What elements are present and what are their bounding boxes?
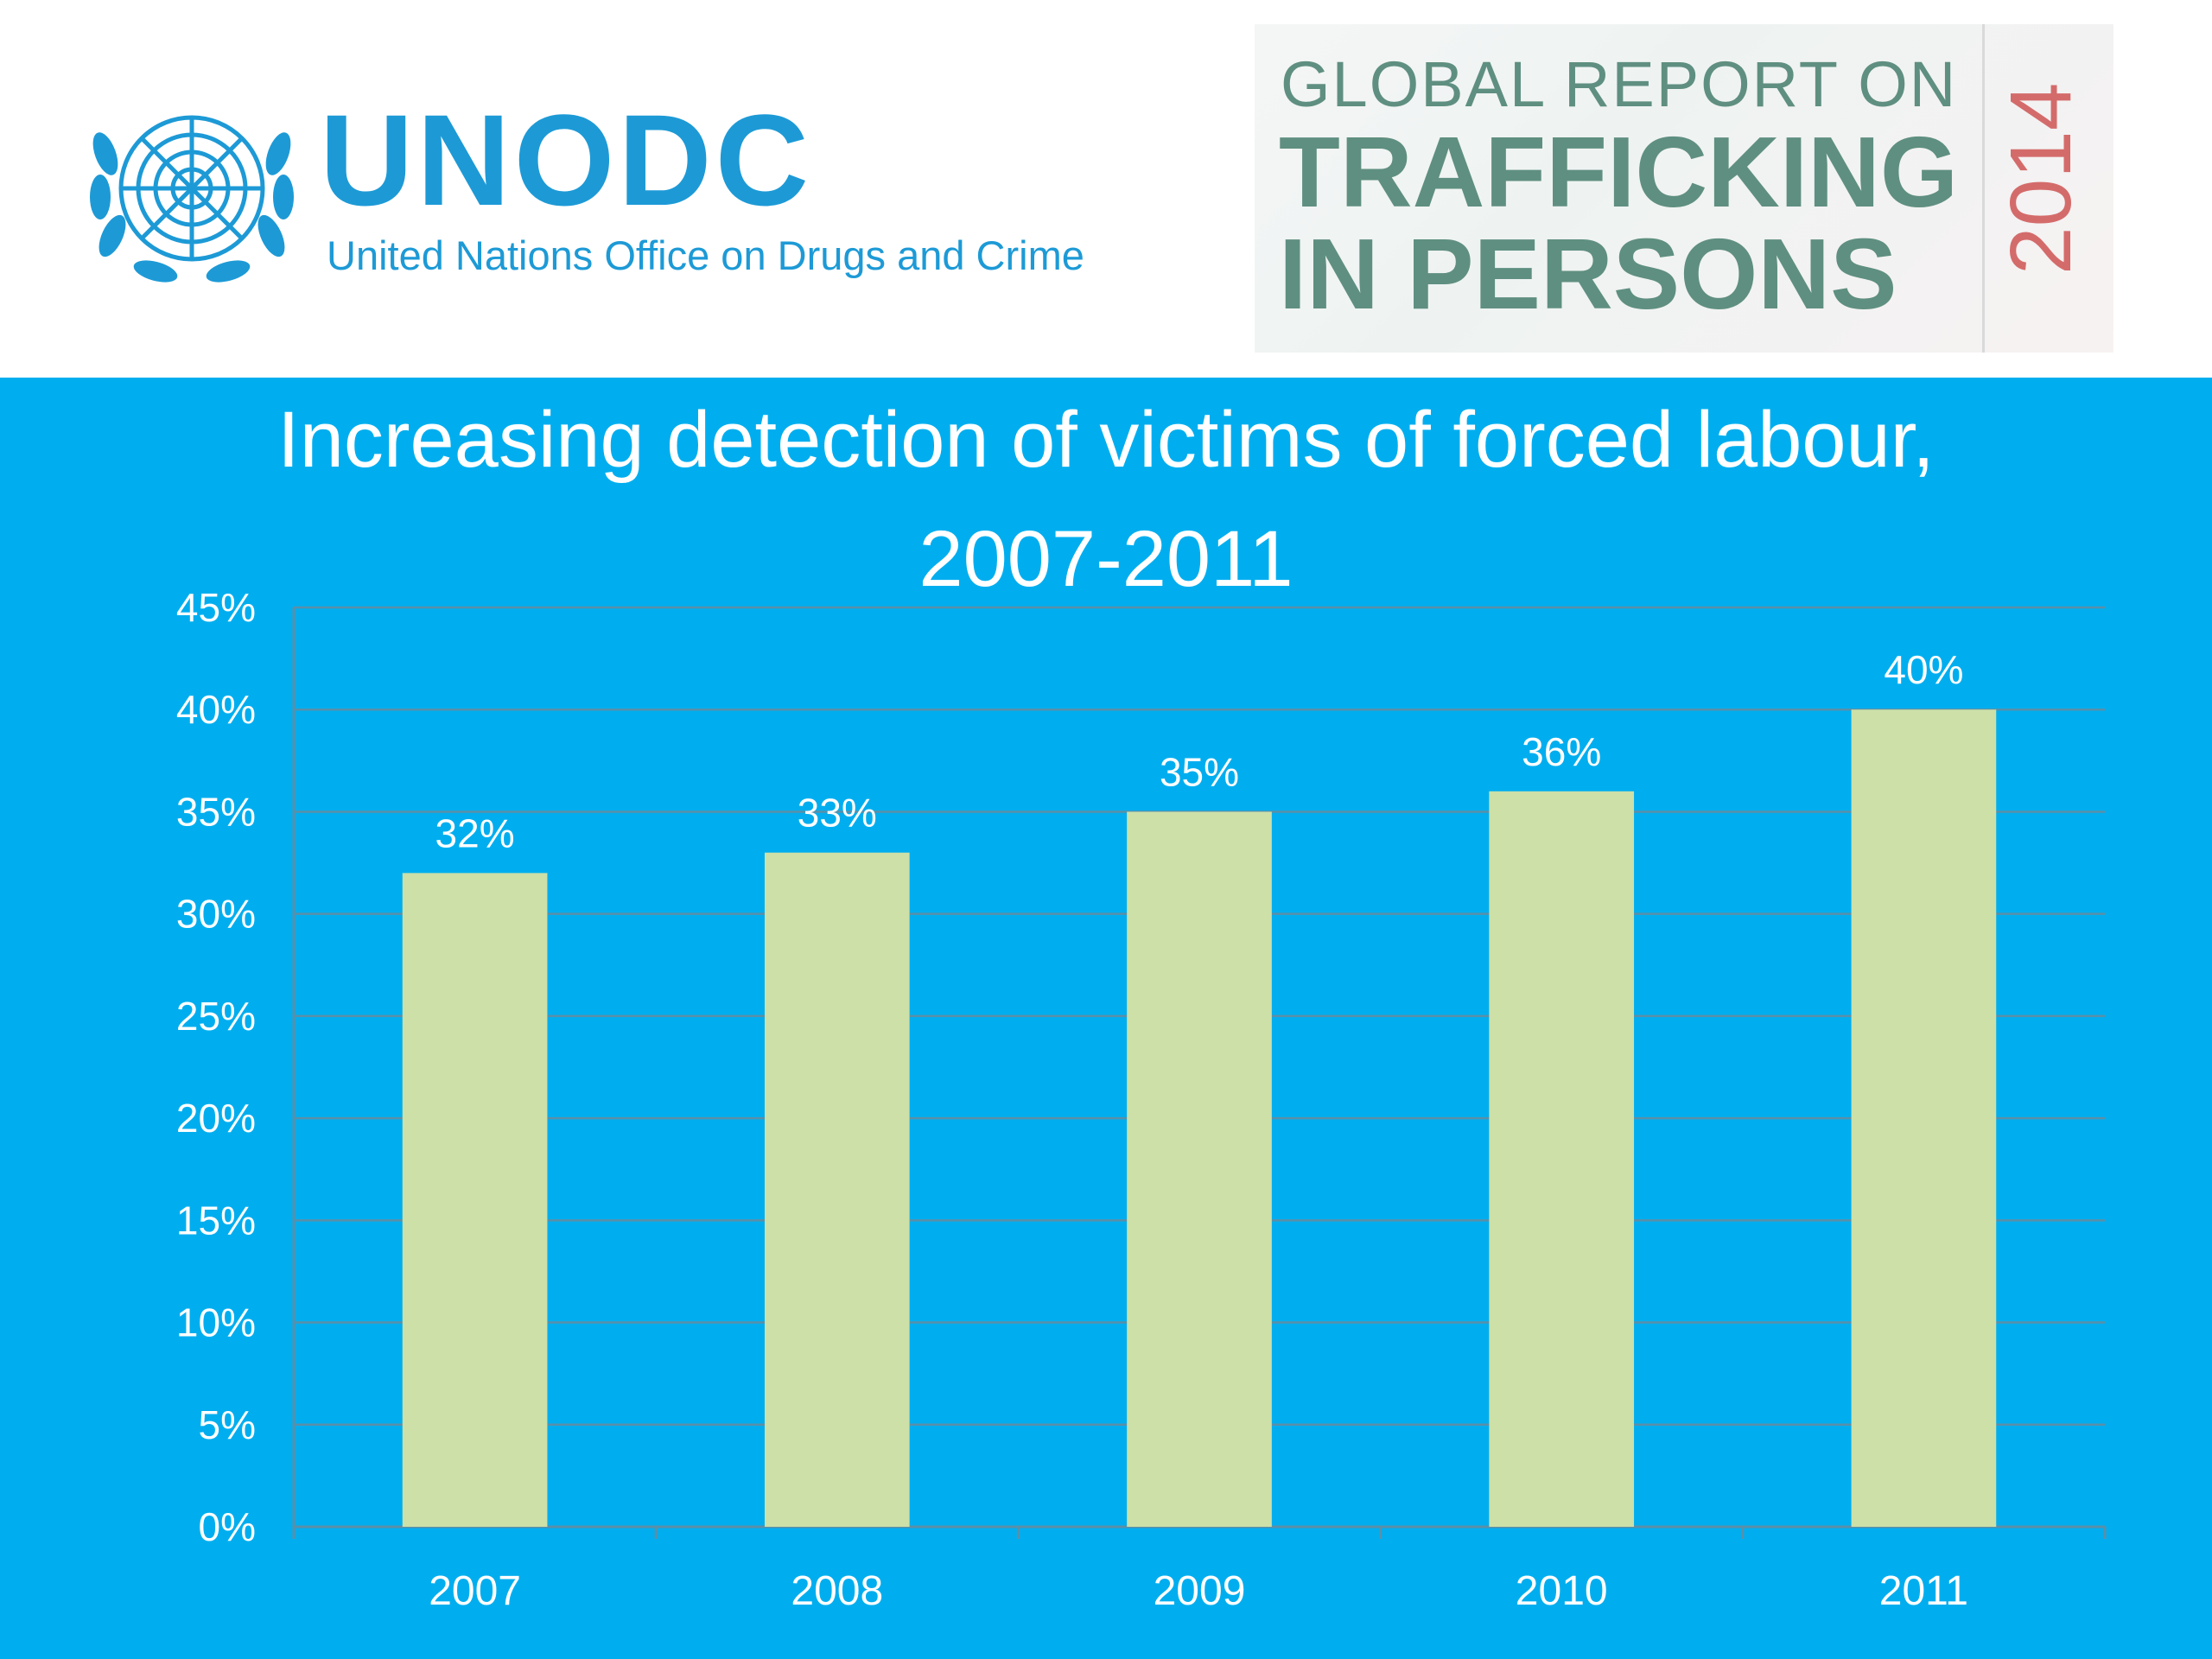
y-tick-label: 40% xyxy=(176,687,256,732)
org-acronym: UNODC xyxy=(320,87,812,232)
y-tick-label: 25% xyxy=(176,994,256,1039)
bar xyxy=(1127,811,1272,1527)
y-tick-label: 30% xyxy=(176,892,256,937)
y-tick-label: 5% xyxy=(199,1402,256,1447)
y-tick-label: 35% xyxy=(176,789,256,834)
org-fullname: United Nations Office on Drugs and Crime xyxy=(327,232,1084,278)
y-tick-label: 20% xyxy=(176,1096,256,1141)
unodc-logo: UNODC United Nations Office on Drugs and… xyxy=(86,95,1123,294)
data-label: 33% xyxy=(798,791,877,836)
bar xyxy=(1851,709,1997,1527)
y-tick-label: 0% xyxy=(199,1504,256,1549)
data-label: 36% xyxy=(1522,729,1601,774)
x-tick-label: 2009 xyxy=(1154,1568,1246,1614)
report-divider xyxy=(1982,24,1985,353)
chart-title-line1: Increasing detection of victims of force… xyxy=(277,396,1935,484)
y-tick-label: 15% xyxy=(176,1198,256,1243)
x-tick-label: 2007 xyxy=(429,1568,521,1614)
data-label: 32% xyxy=(435,810,515,855)
report-title-line2: TRAFFICKING xyxy=(1279,116,1959,228)
report-title-line3: IN PERSONS xyxy=(1279,218,1897,330)
bar xyxy=(1489,791,1635,1527)
x-tick-label: 2010 xyxy=(1516,1568,1608,1614)
x-tick-label: 2011 xyxy=(1879,1568,1968,1614)
bar xyxy=(764,852,910,1527)
chart-title: Increasing detection of victims of force… xyxy=(0,380,2212,619)
un-emblem-icon xyxy=(90,115,294,283)
x-tick-label: 2008 xyxy=(791,1568,883,1614)
chart-panel xyxy=(0,378,2212,1659)
bar xyxy=(402,873,548,1527)
report-title-line1: GLOBAL REPORT ON xyxy=(1281,48,1958,120)
data-label: 35% xyxy=(1160,749,1239,794)
chart-title-line2: 2007-2011 xyxy=(918,515,1294,603)
data-label: 40% xyxy=(1884,647,1963,692)
report-logo: GLOBAL REPORT ON TRAFFICKING IN PERSONS … xyxy=(1255,24,2113,353)
y-tick-label: 10% xyxy=(176,1300,256,1345)
y-tick-label: 45% xyxy=(176,585,256,630)
header-banner: UNODC United Nations Office on Drugs and… xyxy=(0,0,2212,378)
